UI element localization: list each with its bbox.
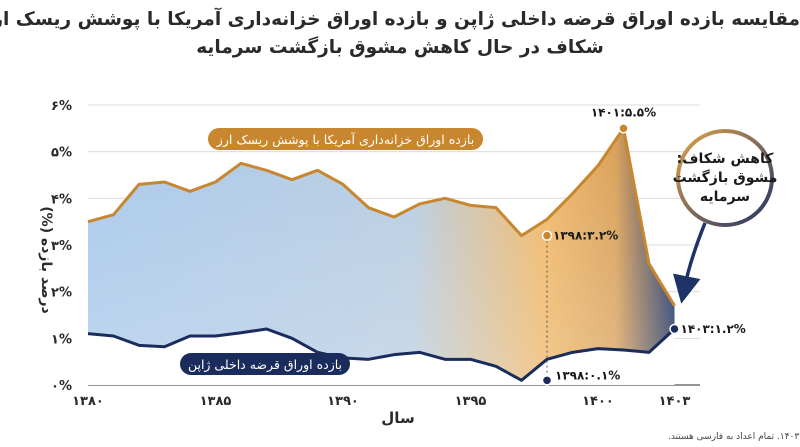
gap-callout: کاهش شکاف: مشوق بازگشت سرمایه: [673, 129, 778, 304]
jp-series-line: [87, 327, 676, 382]
callout-arrow: [673, 222, 707, 304]
x-tick-label: ۱۳۸۰: [72, 394, 104, 409]
highlight-point: [618, 123, 629, 134]
chart-title-line-2: شکاف در حال کاهش مشوق بازگشت سرمایه: [196, 37, 604, 58]
chart-highlight-points: [541, 123, 680, 386]
y-tick-label: ۶%: [51, 99, 72, 114]
chart-area-fill: [88, 128, 675, 385]
x-tick-label: ۱۳۹۵: [455, 394, 487, 409]
x-tick-label: ۱۴۰۳: [659, 394, 691, 409]
chart-title-line-1: مقایسه بازده اوراق قرضه داخلی ژاپن و باز…: [0, 9, 800, 30]
gap-area-shade: [88, 128, 675, 381]
highlight-point: [669, 323, 680, 335]
y-tick-label: ۳%: [51, 239, 72, 254]
y-tick-label: ۴%: [51, 192, 72, 207]
callout-line-2: مشوق بازگشت: [673, 169, 778, 186]
chart-title: مقایسه بازده اوراق قرضه داخلی ژاپن و باز…: [0, 6, 800, 62]
x-tick-label: ۱۳۹۰: [327, 394, 359, 409]
us-series-label: بازده اوراق خزانه‌داری آمریکا با پوشش ری…: [208, 128, 483, 150]
highlight-point: [541, 375, 553, 386]
us-series-label-text: بازده اوراق خزانه‌داری آمریکا با پوشش ری…: [216, 132, 474, 148]
data-annotation: ۱۳۹۸:۰.۱%: [555, 368, 620, 382]
data-annotation: ۱۳۹۸:۳.۲%: [553, 229, 618, 243]
callout-line-1: کاهش شکاف:: [677, 151, 775, 167]
callout-line-3: سرمایه: [700, 189, 750, 205]
chart-annotations: ۱۳۹۸:۳.۲% ۱۳۹۸:۰.۱% ۱۴۰۱:۵.۵% ۱۴۰۳:۱.۲%: [553, 105, 746, 382]
y-axis-title: درصد بازده (%): [38, 206, 54, 313]
data-annotation: ۱۴۰۱:۵.۵%: [591, 105, 656, 119]
chart-y-axis: ۰% ۱% ۲% ۳% ۴% ۵% ۶%: [51, 99, 72, 394]
chart-series-lines: [87, 126, 676, 382]
highlight-point: [541, 230, 553, 241]
y-tick-label: ۰%: [51, 379, 72, 394]
jp-series-label-text: بازده اوراق قرضه داخلی ژاپن: [188, 357, 342, 373]
us-series-line: [87, 126, 676, 307]
source-note: منبع: تحلیل داده‌های مالی بازار اوراق قر…: [668, 432, 800, 442]
jp-series-label: بازده اوراق قرضه داخلی ژاپن: [180, 353, 350, 375]
y-tick-label: ۲%: [51, 286, 72, 301]
chart-x-axis: ۱۳۸۰ ۱۳۸۵ ۱۳۹۰ ۱۳۹۵ ۱۴۰۰ ۱۴۰۳: [72, 394, 690, 409]
x-tick-label: ۱۴۰۰: [582, 394, 614, 409]
x-tick-label: ۱۳۸۵: [200, 394, 232, 409]
data-annotation: ۱۴۰۳:۱.۲%: [681, 322, 746, 336]
y-tick-label: ۵%: [51, 146, 72, 161]
y-tick-label: ۱%: [51, 332, 72, 347]
x-axis-title: سال: [381, 409, 414, 427]
